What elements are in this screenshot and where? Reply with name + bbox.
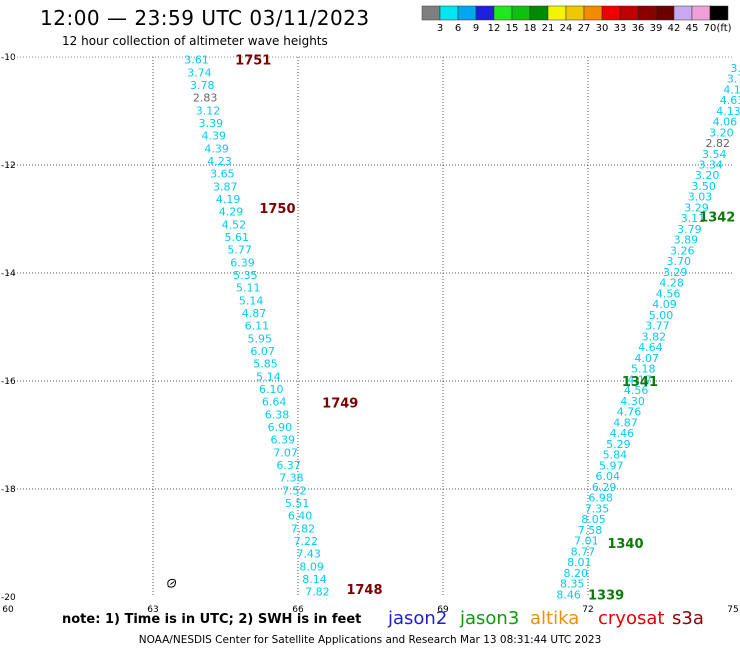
altimeter-wave-height-map: 12:00 — 23:59 UTC 03/11/2023 12 hour col… [0, 0, 740, 650]
swh-value: 6.39 [271, 434, 296, 447]
swh-value: 7.43 [296, 548, 321, 561]
swh-value: 3.78 [190, 79, 215, 92]
left-track: 3.613.743.782.833.123.394.394.394.233.65… [184, 54, 382, 599]
satellite-label-cryosat: cryosat [598, 608, 664, 629]
pass-time-label: 1749 [322, 397, 358, 412]
swh-value: 5.35 [233, 269, 258, 282]
satellite-label-altika: altika [530, 608, 579, 629]
swh-value: 2.83 [193, 92, 218, 105]
satellite-label-jason2: jason2 [388, 608, 447, 629]
swh-value: 6.90 [268, 421, 293, 434]
swh-value: 3.39 [199, 117, 224, 130]
swh-value: 5.14 [239, 294, 264, 307]
pass-time-label: 1751 [235, 54, 271, 69]
swh-value: 7.38 [279, 472, 304, 485]
swh-value: 3.12 [196, 104, 221, 117]
lat-tick-label: -12 [1, 161, 16, 171]
swh-value: 4.39 [202, 130, 227, 143]
credit-line: NOAA/NESDIS Center for Satellite Applica… [0, 634, 740, 646]
swh-value: 5.51 [285, 497, 310, 510]
swh-value: 8.09 [299, 560, 324, 573]
lon-tick-label: 75 [727, 605, 738, 615]
swh-value: 5.14 [256, 370, 281, 383]
lat-tick-label: -16 [1, 377, 16, 387]
pass-time-label: 1750 [259, 202, 295, 217]
pass-time-label: 1339 [588, 588, 624, 603]
pass-time-label: 1340 [607, 537, 643, 552]
swh-value: 6.07 [250, 345, 275, 358]
satellite-label-jason3: jason3 [460, 608, 519, 629]
units-note: note: 1) Time is in UTC; 2) SWH is in fe… [62, 612, 361, 627]
swh-value: 4.29 [219, 206, 244, 219]
swh-value: 5.95 [248, 332, 273, 345]
swh-value: 7.52 [282, 484, 307, 497]
swh-value: 6.38 [265, 408, 290, 421]
lat-tick-label: -10 [1, 53, 16, 63]
lat-tick-label: -18 [1, 485, 16, 495]
pass-time-label: 1341 [622, 375, 658, 390]
right-track: 3.663.714.124.634.134.063.202.823.543.34… [556, 62, 740, 604]
pass-time-label: 1748 [346, 583, 382, 598]
map-plot: 60 63 66 69 72 75-10-12-14-16-18-203.613.743.… [0, 0, 740, 620]
swh-value: 5.11 [236, 282, 261, 295]
pass-time-label: 1342 [699, 210, 735, 225]
swh-value: 7.82 [291, 522, 316, 535]
swh-value: 8.14 [302, 573, 327, 586]
swh-value: 4.87 [242, 307, 267, 320]
lat-tick-label: -20 [1, 593, 16, 603]
swh-value: 4.52 [222, 218, 247, 231]
swh-value: 4.19 [216, 193, 241, 206]
island-outline [168, 579, 176, 587]
swh-value: 3.87 [213, 180, 238, 193]
swh-value: 4.39 [204, 142, 229, 155]
swh-value: 5.85 [253, 358, 278, 371]
swh-value: 6.40 [288, 510, 313, 523]
swh-value: 7.82 [305, 586, 330, 599]
swh-value: 7.07 [273, 446, 298, 459]
satellite-label-s3a: s3a [672, 608, 704, 629]
swh-value: 3.61 [184, 54, 209, 67]
swh-value: 5.61 [225, 231, 250, 244]
swh-value: 6.64 [262, 396, 287, 409]
swh-value: 4.23 [207, 155, 232, 168]
swh-value: 5.77 [227, 244, 252, 257]
lon-tick-label: 72 [582, 605, 593, 615]
swh-value: 3.74 [187, 66, 212, 79]
swh-value: 8.46 [556, 588, 581, 601]
lat-tick-label: -14 [1, 269, 16, 279]
swh-value: 6.39 [230, 256, 255, 269]
swh-value: 6.37 [276, 459, 301, 472]
swh-value: 7.22 [294, 535, 319, 548]
lon-tick-label: 60 [2, 605, 14, 615]
swh-value: 3.65 [210, 168, 235, 181]
swh-value: 6.10 [259, 383, 284, 396]
swh-value: 6.11 [245, 320, 270, 333]
